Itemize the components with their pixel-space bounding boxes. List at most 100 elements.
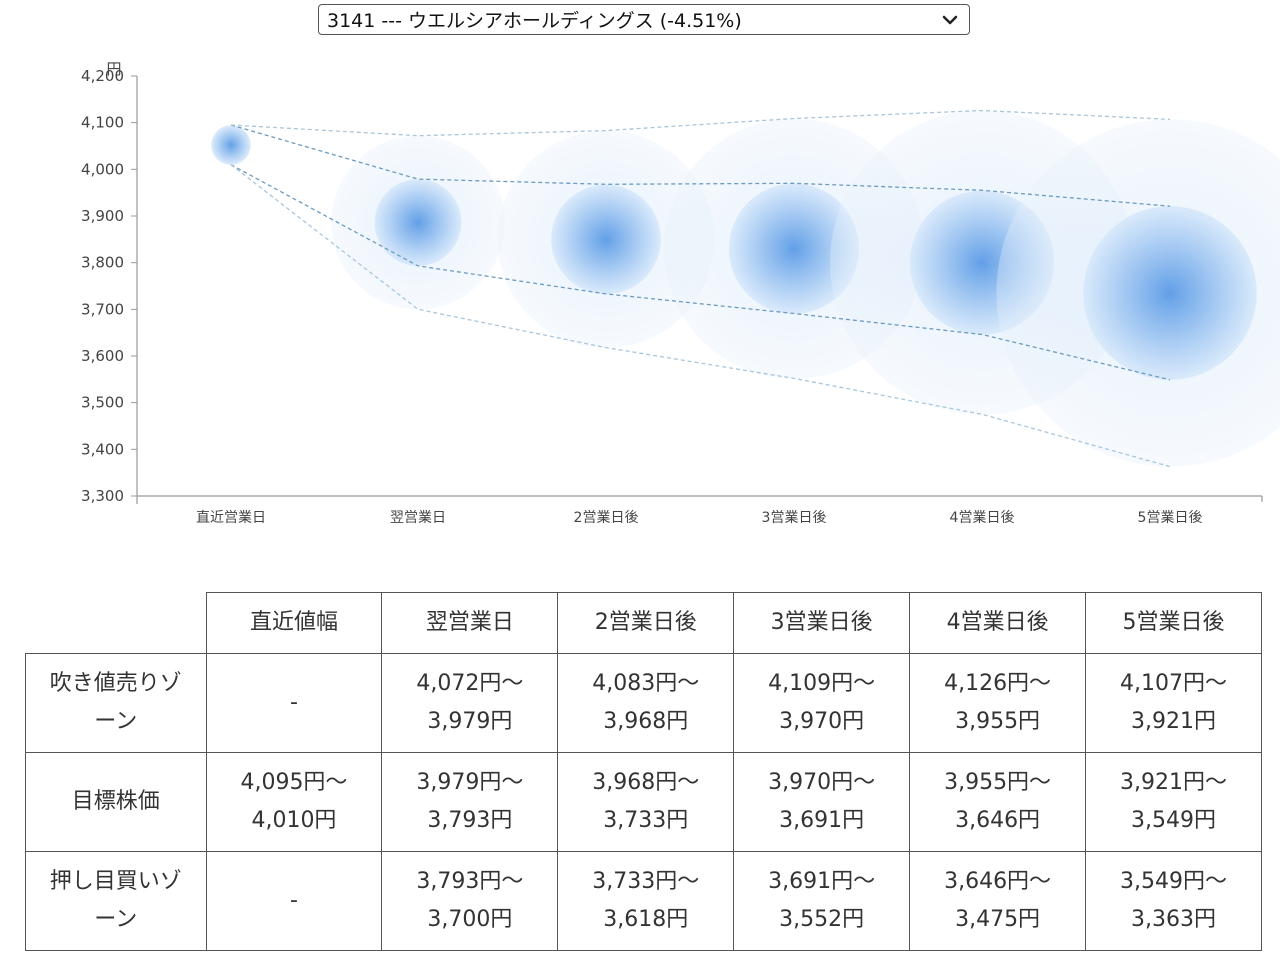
price-cell: 3,968円〜 3,733円: [557, 752, 735, 852]
price-cell: -: [205, 653, 383, 753]
row-label: 吹き値売りゾ ーン: [25, 653, 207, 753]
price-cell: 4,072円〜 3,979円: [381, 653, 559, 753]
outer-lower-line: [230, 164, 1171, 468]
price-value: 3,955円〜: [944, 770, 1052, 795]
y-tick-label: 3,800: [81, 254, 124, 272]
y-tick-label: 3,600: [81, 347, 124, 365]
table-corner-cell: [25, 592, 207, 654]
row-label: 押し目買いゾ ーン: [25, 851, 207, 951]
x-tick-label: 2営業日後: [574, 510, 639, 526]
target-zone-bubble: [728, 183, 860, 314]
bubbles-layer: [211, 110, 1280, 467]
price-value: 3,549円: [1131, 808, 1216, 833]
price-cell: 3,691円〜 3,552円: [733, 851, 911, 951]
range-lines-layer: [230, 109, 1171, 468]
column-header: 3営業日後: [733, 592, 911, 654]
price-value: 3,700円: [427, 907, 513, 932]
price-value: 3,955円: [955, 709, 1041, 734]
stock-select-value: 3141 --- ウエルシアホールディングス (-4.51%): [327, 10, 742, 32]
target-upper-line: [230, 124, 1171, 207]
price-value: 3,968円〜: [592, 770, 700, 795]
price-value: 3,691円: [779, 808, 865, 833]
price-value: 3,733円〜: [592, 869, 700, 894]
table-row: 吹き値売りゾ ーン - 4,072円〜 3,979円 4,083円〜 3,968円 4,109…: [25, 653, 1262, 753]
row-label-line: 目標株価: [71, 789, 160, 814]
row-label-line: 押し目買いゾ: [49, 869, 182, 894]
column-header: 翌営業日: [381, 592, 559, 654]
price-value: 3,618円: [603, 907, 689, 932]
row-label-line: 吹き値売りゾ: [49, 671, 182, 696]
column-header: 4営業日後: [909, 592, 1087, 654]
price-value: 3,921円〜: [1120, 770, 1227, 795]
price-cell: 4,083円〜 3,968円: [557, 653, 735, 753]
y-axis-unit: 円: [106, 60, 121, 78]
price-value: 3,979円〜: [416, 770, 524, 795]
table-row: 目標株価 4,095円〜 4,010円 3,979円〜 3,793円 3,968円〜 3,7…: [25, 752, 1262, 852]
price-cell: 3,955円〜 3,646円: [909, 752, 1087, 852]
table-row: 押し目買いゾ ーン - 3,793円〜 3,700円 3,733円〜 3,618円 3,691…: [25, 851, 1262, 951]
price-cell: 3,793円〜 3,700円: [381, 851, 559, 951]
stock-select[interactable]: 3141 --- ウエルシアホールディングス (-4.51%): [318, 4, 970, 35]
target-zone-bubble: [551, 184, 661, 295]
y-tick-label: 4,000: [81, 160, 124, 178]
price-value: 3,979円: [427, 709, 513, 734]
axes-layer: 4,200 4,100 4,000 3,900 3,800 3,700 3,600 3,500…: [81, 60, 1263, 526]
x-tick-label: 翌営業日: [390, 510, 446, 526]
price-cell: 4,095円〜 4,010円: [205, 752, 383, 852]
price-cell: 3,549円〜 3,363円: [1085, 851, 1262, 951]
price-value: 4,083円〜: [592, 671, 700, 696]
price-cell: 3,646円〜 3,475円: [909, 851, 1087, 951]
price-value: 3,970円: [779, 709, 865, 734]
price-value: 3,363円: [1131, 907, 1216, 932]
target-zone-bubble: [1083, 206, 1257, 380]
x-tick-label: 4営業日後: [950, 510, 1015, 526]
price-value: 3,691円〜: [768, 869, 876, 894]
y-tick-label: 3,700: [81, 300, 124, 318]
row-label-line: ーン: [94, 907, 138, 932]
stock-selector-wrap: 3141 --- ウエルシアホールディングス (-4.51%): [318, 4, 970, 35]
y-tick-label: 3,300: [81, 487, 124, 505]
price-value: 4,109円〜: [768, 671, 876, 696]
price-value: 3,793円〜: [416, 869, 524, 894]
price-value: 4,095円〜: [240, 770, 348, 795]
y-tick-label: 3,900: [81, 207, 124, 225]
price-value: -: [289, 888, 298, 913]
price-value: -: [289, 690, 298, 715]
price-cell: 3,970円〜 3,691円: [733, 752, 911, 852]
y-tick-label: 4,200: [81, 67, 124, 85]
price-cell: 3,733円〜 3,618円: [557, 851, 735, 951]
y-tick-label: 3,400: [81, 440, 124, 458]
row-label: 目標株価: [25, 752, 207, 852]
table-header-row: 直近値幅 翌営業日 2営業日後 3営業日後 4営業日後 5営業日後: [25, 592, 1262, 654]
row-label-line: ーン: [94, 709, 138, 734]
price-value: 3,552円: [779, 907, 865, 932]
y-tick-label: 3,500: [81, 394, 124, 412]
column-header: 5営業日後: [1085, 592, 1262, 654]
price-value: 3,646円〜: [944, 869, 1052, 894]
price-value: 4,010円: [251, 808, 337, 833]
price-value: 3,970円〜: [768, 770, 876, 795]
x-tick-label: 5営業日後: [1138, 510, 1203, 526]
price-cell: 3,921円〜 3,549円: [1085, 752, 1262, 852]
x-tick-label: 直近営業日: [196, 509, 266, 526]
price-value: 3,968円: [603, 709, 689, 734]
x-tick-label: 3営業日後: [762, 510, 827, 526]
price-cell: 4,126円〜 3,955円: [909, 653, 1087, 753]
price-value: 4,107円〜: [1120, 671, 1227, 696]
price-value: 3,646円: [955, 808, 1041, 833]
price-value: 3,733円: [603, 808, 689, 833]
price-zone-table: 直近値幅 翌営業日 2営業日後 3営業日後 4営業日後 5営業日後 吹き値売りゾ ーン - 4,…: [25, 592, 1262, 951]
target-zone-bubble: [211, 125, 251, 165]
price-value: 3,793円: [427, 808, 513, 833]
price-value: 3,921円: [1131, 709, 1216, 734]
price-cell: 4,107円〜 3,921円: [1085, 653, 1262, 753]
target-lower-line: [230, 164, 1171, 381]
forecast-bubble-chart: 4,200 4,100 4,000 3,900 3,800 3,700 3,600 3,500…: [81, 60, 1280, 526]
y-tick-label: 4,100: [81, 114, 124, 132]
chevron-down-icon[interactable]: [939, 9, 961, 31]
target-zone-bubble: [374, 179, 462, 266]
column-header: 直近値幅: [205, 592, 383, 654]
price-value: 3,475円: [955, 907, 1041, 932]
outer-upper-line: [230, 109, 1171, 137]
price-cell: 4,109円〜 3,970円: [733, 653, 911, 753]
